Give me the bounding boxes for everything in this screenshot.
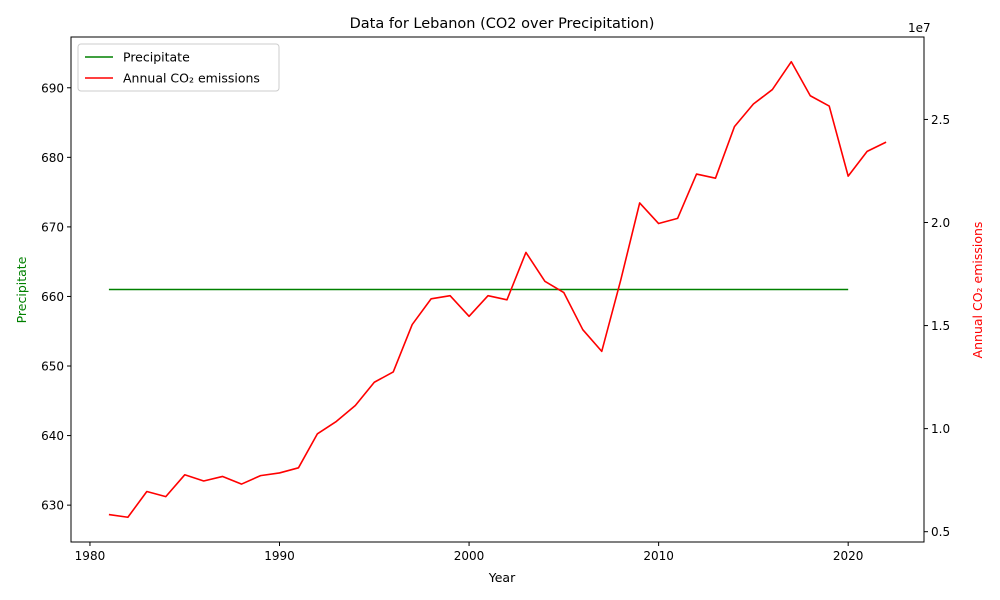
right-y-tick-label-2: 2.0 [931, 216, 950, 230]
x-tick-label-1980: 1980 [75, 549, 106, 563]
left-y-tick-label-630: 630 [41, 499, 64, 513]
left-y-tick-label-640: 640 [41, 429, 64, 443]
series-line-1 [108, 60, 887, 519]
right-y-axis-label: Annual CO₂ emissions [970, 222, 985, 359]
right-y-axis: 0.5 1.0 1.5 2.0 2.5 [924, 113, 950, 539]
chart-title: Data for Lebanon (CO2 over Precipitation… [350, 16, 655, 32]
right-y-tick-label-1: 1.0 [931, 422, 950, 436]
right-y-tick-label-2.5: 2.5 [931, 113, 950, 127]
left-y-tick-label-670: 670 [41, 220, 64, 234]
left-y-axis: 630 640 650 660 670 680 690 [41, 81, 71, 513]
left-y-axis-label: Precipitate [14, 256, 29, 323]
right-y-tick-label-0.5: 0.5 [931, 525, 950, 539]
x-axis-label: Year [488, 570, 516, 585]
legend-box [77, 43, 280, 92]
left-y-tick-label-690: 690 [41, 81, 64, 95]
plot-lines [108, 60, 887, 519]
x-tick-label-1990: 1990 [264, 549, 295, 563]
left-y-tick-label-680: 680 [41, 151, 64, 165]
right-y-tick-label-1.5: 1.5 [931, 319, 950, 333]
left-y-tick-label-650: 650 [41, 360, 64, 374]
x-tick-label-2020: 2020 [833, 549, 864, 563]
x-axis: 1980 1990 2000 2010 2020 [75, 542, 864, 563]
legend-label-precipitate: Precipitate [123, 50, 190, 65]
right-axis-offset-label: 1e7 [908, 21, 931, 35]
left-y-tick-label-660: 660 [41, 290, 64, 304]
plot-frame [70, 36, 925, 543]
legend-label-co2: Annual CO₂ emissions [123, 71, 260, 86]
legend: Precipitate Annual CO₂ emissions [77, 43, 280, 92]
x-tick-label-2000: 2000 [454, 549, 485, 563]
x-tick-label-2010: 2010 [643, 549, 674, 563]
